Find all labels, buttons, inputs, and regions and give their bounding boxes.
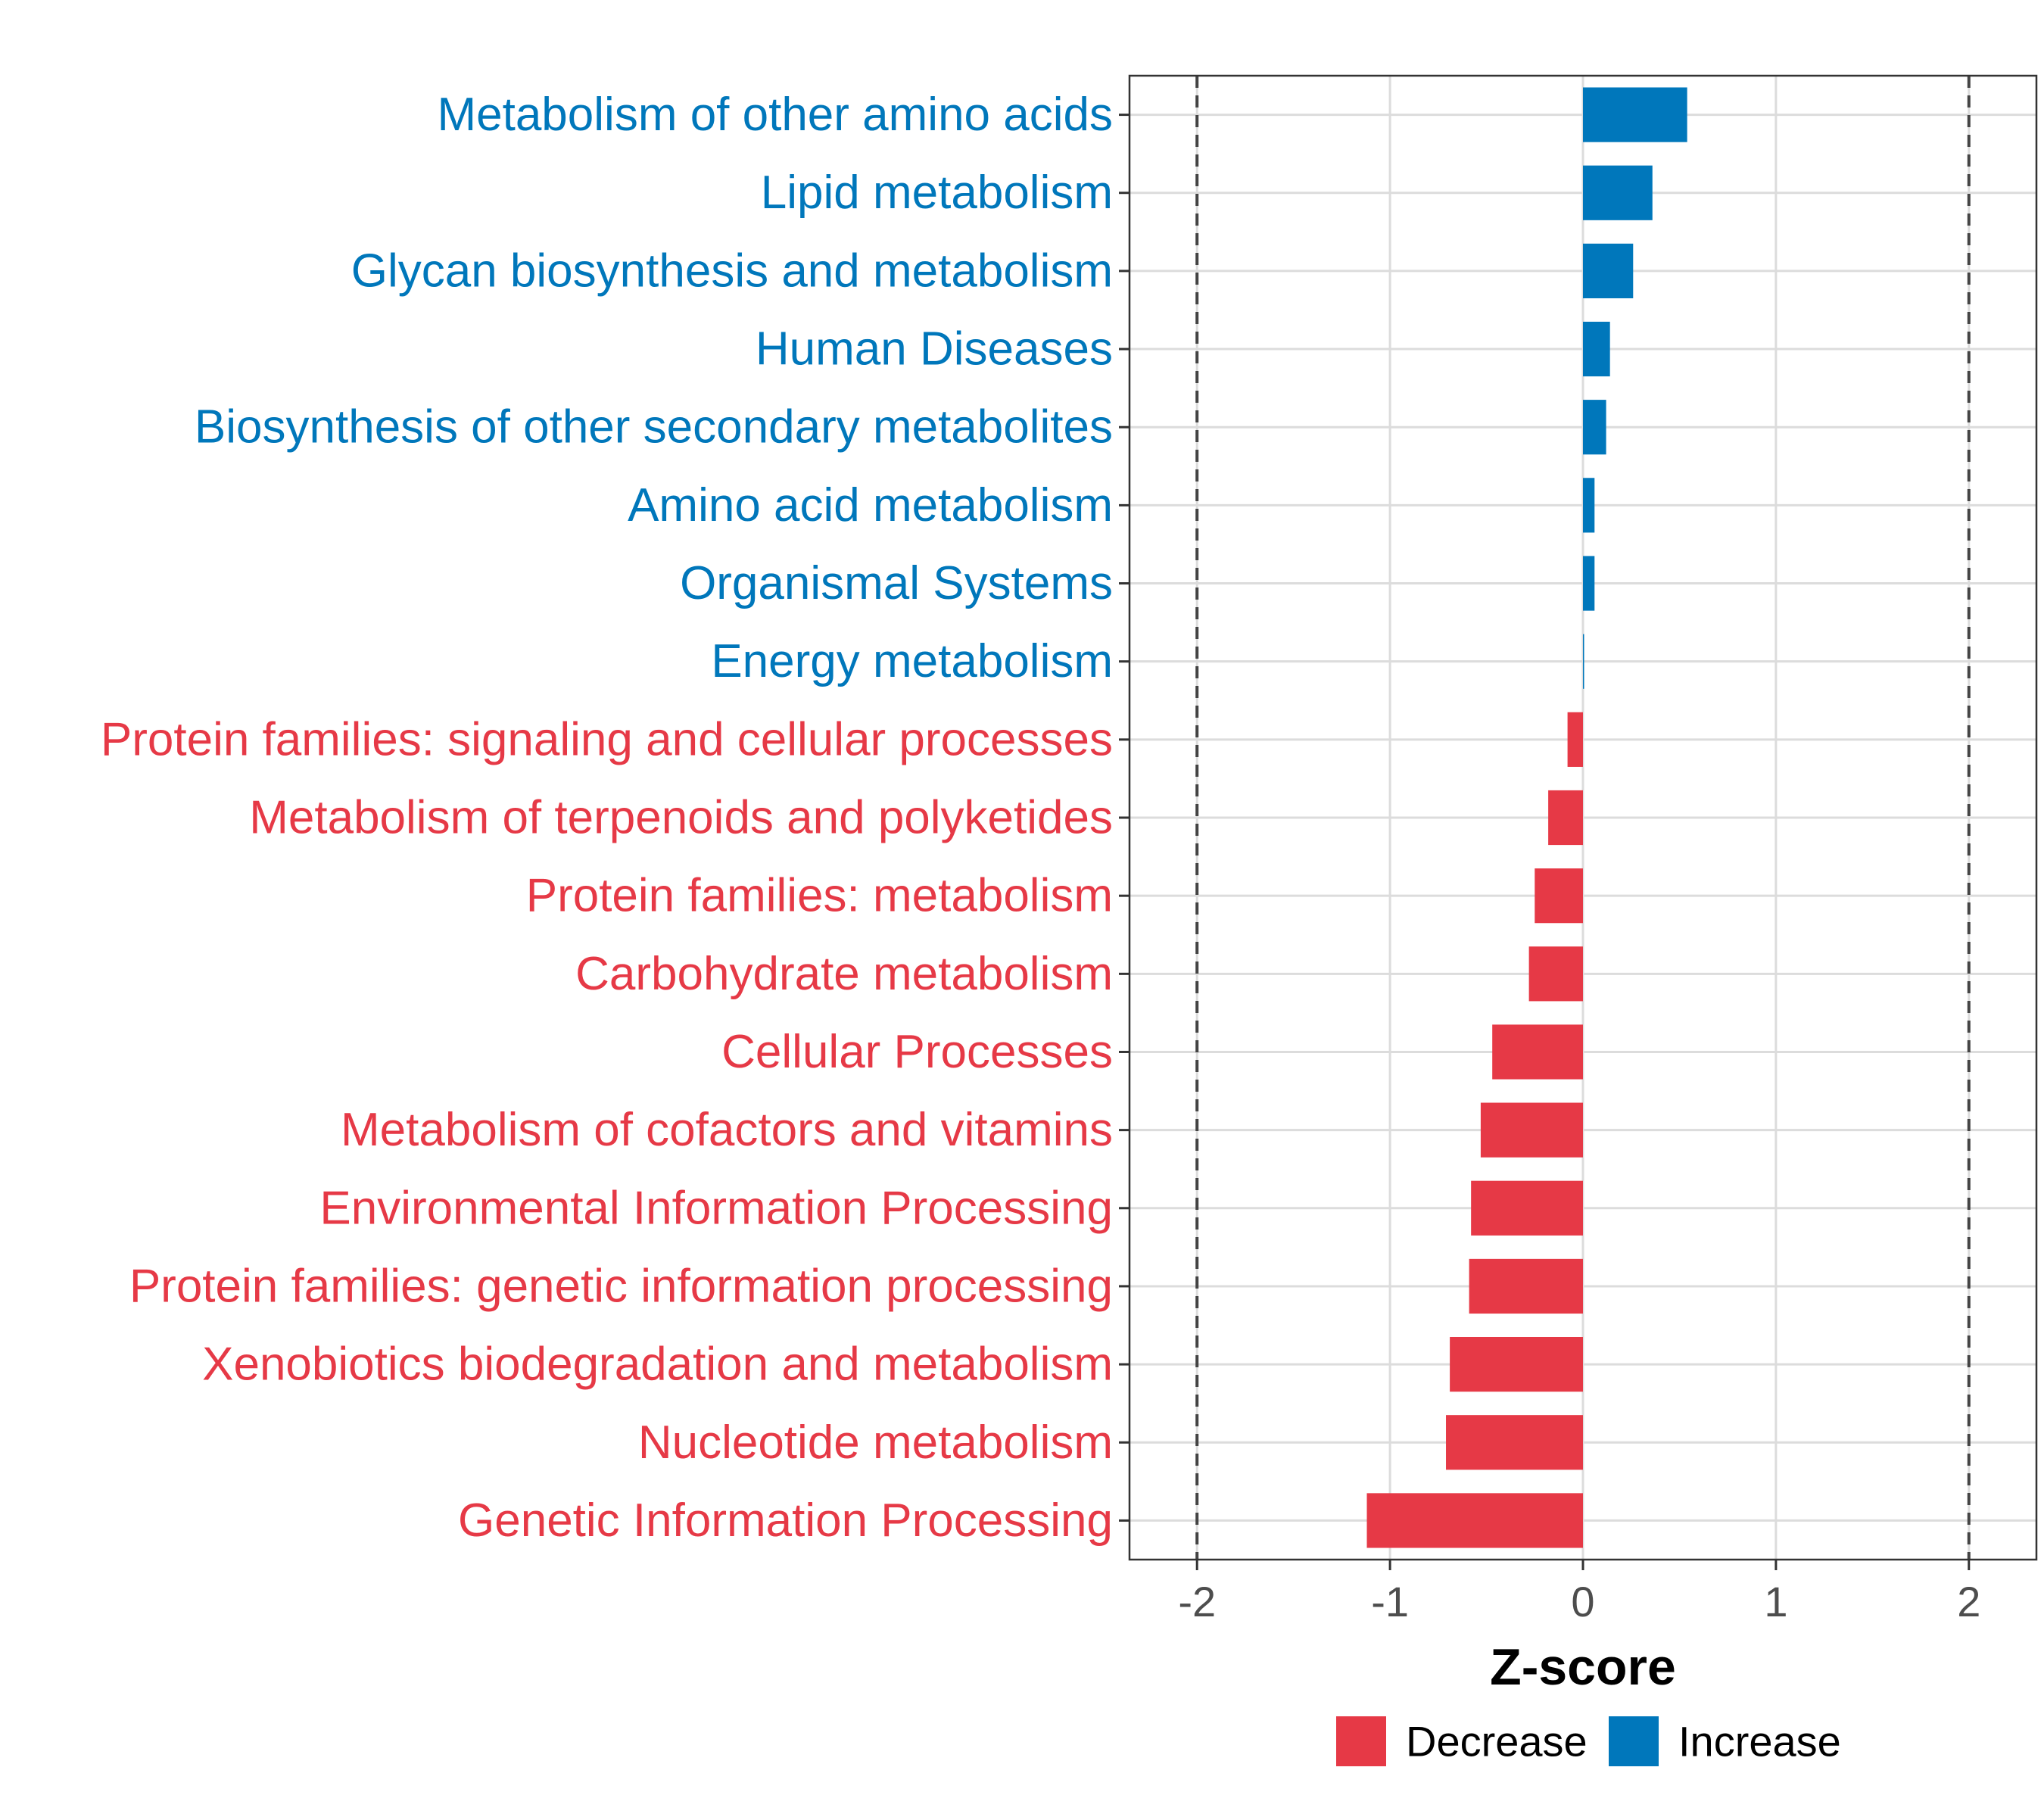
- category-label: Biosynthesis of other secondary metaboli…: [195, 401, 1113, 453]
- reference-lines: [1195, 76, 1971, 1560]
- category-label: Glycan biosynthesis and metabolism: [351, 245, 1113, 297]
- category-labels: Metabolism of other amino acids Lipid met…: [101, 89, 1113, 1547]
- legend-swatch: [1336, 1716, 1386, 1766]
- bar: [1528, 946, 1583, 1002]
- bar: [1583, 400, 1606, 455]
- legend: Decrease Increase: [1336, 1716, 1841, 1766]
- x-tick-label: -2: [1178, 1578, 1216, 1625]
- category-label: Carbohydrate metabolism: [575, 948, 1113, 1000]
- category-label: Protein families: genetic information pr…: [129, 1260, 1113, 1312]
- category-label: Organismal Systems: [680, 557, 1113, 609]
- category-label: Metabolism of other amino acids: [437, 89, 1113, 141]
- legend-swatch: [1609, 1716, 1659, 1766]
- bar: [1480, 1102, 1583, 1158]
- bar: [1583, 87, 1687, 142]
- x-tick-label: 2: [1957, 1578, 1980, 1625]
- bar: [1366, 1493, 1583, 1548]
- bar: [1583, 321, 1610, 377]
- category-label: Metabolism of terpenoids and polyketides: [249, 792, 1113, 844]
- category-label: Energy metabolism: [711, 635, 1113, 687]
- category-label: Environmental Information Processing: [319, 1182, 1113, 1234]
- legend-label: Increase: [1678, 1718, 1841, 1766]
- category-label: Human Diseases: [756, 323, 1113, 376]
- x-tick-label: 1: [1764, 1578, 1787, 1625]
- x-axis-ticks: -2 -1 0 1 2: [1178, 1560, 1980, 1625]
- bar: [1583, 556, 1595, 611]
- x-tick-label: -1: [1371, 1578, 1409, 1625]
- bar: [1583, 478, 1595, 533]
- legend-label: Decrease: [1406, 1718, 1588, 1766]
- bar: [1446, 1415, 1583, 1470]
- y-axis-ticks: [1119, 114, 1129, 1522]
- category-label: Protein families: signaling and cellular…: [101, 713, 1113, 765]
- bar: [1583, 165, 1653, 220]
- bar: [1583, 243, 1634, 298]
- category-label: Genetic Information Processing: [458, 1494, 1113, 1547]
- category-label: Lipid metabolism: [761, 167, 1113, 219]
- category-label: Cellular Processes: [721, 1026, 1113, 1078]
- category-label: Amino acid metabolism: [628, 479, 1113, 531]
- bar: [1469, 1258, 1583, 1314]
- bar: [1548, 790, 1583, 846]
- x-tick-label: 0: [1571, 1578, 1594, 1625]
- bar: [1471, 1180, 1583, 1236]
- bar: [1583, 634, 1584, 689]
- category-label: Xenobiotics biodegradation and metabolis…: [202, 1339, 1113, 1391]
- x-axis-title: Z-score: [1490, 1638, 1676, 1696]
- bar: [1535, 868, 1583, 924]
- bars: [1366, 87, 1687, 1548]
- bar: [1567, 712, 1583, 767]
- category-label: Protein families: metabolism: [526, 870, 1113, 922]
- bar: [1492, 1024, 1583, 1080]
- category-label: Metabolism of cofactors and vitamins: [341, 1104, 1113, 1156]
- bar: [1450, 1337, 1583, 1392]
- category-label: Nucleotide metabolism: [638, 1417, 1113, 1469]
